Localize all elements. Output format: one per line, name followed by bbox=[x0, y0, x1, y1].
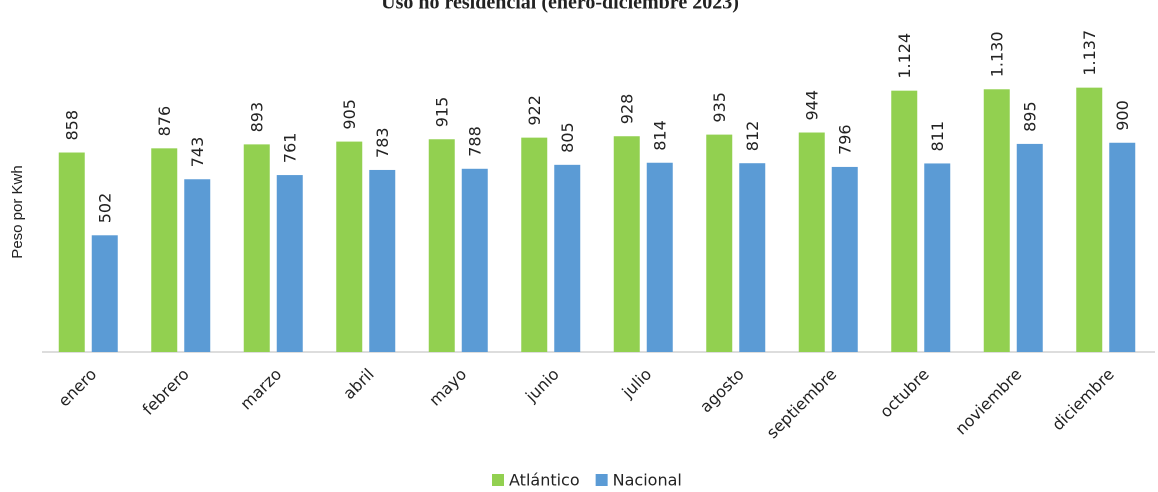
bar bbox=[58, 152, 85, 352]
x-tick-label: junio bbox=[521, 365, 563, 407]
data-label: 915 bbox=[432, 97, 451, 128]
data-label: 944 bbox=[802, 90, 821, 121]
bar bbox=[646, 162, 673, 352]
bar bbox=[739, 163, 766, 352]
data-label: 900 bbox=[1113, 100, 1132, 131]
bar bbox=[91, 235, 118, 352]
x-tick-label: septiembre bbox=[763, 365, 841, 443]
data-label: 788 bbox=[465, 126, 484, 157]
data-label: 895 bbox=[1020, 101, 1039, 132]
bar bbox=[554, 164, 581, 352]
bar bbox=[184, 179, 211, 352]
bar bbox=[891, 90, 918, 353]
bar bbox=[798, 132, 825, 352]
data-label: 922 bbox=[525, 95, 544, 126]
bar bbox=[924, 163, 951, 352]
x-tick-label: diciembre bbox=[1048, 365, 1118, 435]
bar bbox=[369, 169, 396, 352]
data-label: 928 bbox=[617, 94, 636, 125]
bar bbox=[428, 139, 455, 352]
x-tick-label: agosto bbox=[696, 365, 748, 417]
bar bbox=[613, 136, 640, 352]
bar bbox=[151, 148, 178, 352]
data-label: 796 bbox=[835, 124, 854, 155]
x-tick-label: enero bbox=[54, 365, 100, 411]
chart-title: Uso no residencial (enero-diciembre 2023… bbox=[381, 0, 739, 14]
bar bbox=[1109, 142, 1136, 352]
bar bbox=[243, 144, 270, 352]
x-tick-label: marzo bbox=[236, 365, 285, 414]
x-tick-label: octubre bbox=[876, 365, 933, 422]
bar bbox=[521, 137, 548, 352]
bar bbox=[1076, 87, 1103, 353]
x-tick-label: noviembre bbox=[951, 365, 1025, 439]
data-label: 905 bbox=[340, 99, 359, 130]
bar bbox=[831, 166, 858, 352]
data-label: 761 bbox=[280, 133, 299, 164]
legend-label: Nacional bbox=[613, 471, 682, 490]
bar bbox=[1016, 143, 1043, 352]
legend-swatch bbox=[595, 474, 608, 486]
data-label: 893 bbox=[247, 102, 266, 133]
x-tick-label: febrero bbox=[139, 365, 193, 419]
x-tick-label: julio bbox=[618, 365, 656, 403]
data-label: 743 bbox=[188, 137, 207, 168]
legend-label: Atlántico bbox=[509, 471, 580, 490]
data-label: 812 bbox=[743, 121, 762, 152]
data-label: 805 bbox=[558, 122, 577, 153]
data-label: 858 bbox=[62, 110, 81, 141]
legend-swatch bbox=[492, 474, 504, 486]
data-label: 1.130 bbox=[987, 31, 1006, 77]
data-label: 811 bbox=[928, 121, 947, 152]
bar bbox=[461, 168, 488, 352]
bar bbox=[336, 141, 363, 352]
bar bbox=[276, 175, 303, 352]
data-label: 935 bbox=[710, 92, 729, 123]
bar bbox=[706, 134, 733, 352]
data-label: 783 bbox=[373, 127, 392, 158]
x-tick-label: mayo bbox=[425, 365, 470, 410]
data-label: 814 bbox=[650, 120, 669, 151]
y-axis-label: Peso por Kwh bbox=[9, 165, 26, 258]
data-label: 502 bbox=[95, 193, 114, 224]
data-label: 1.137 bbox=[1080, 30, 1099, 76]
data-label: 876 bbox=[155, 106, 174, 137]
bar bbox=[983, 89, 1010, 353]
x-tick-label: abril bbox=[339, 365, 377, 403]
data-label: 1.124 bbox=[895, 33, 914, 79]
